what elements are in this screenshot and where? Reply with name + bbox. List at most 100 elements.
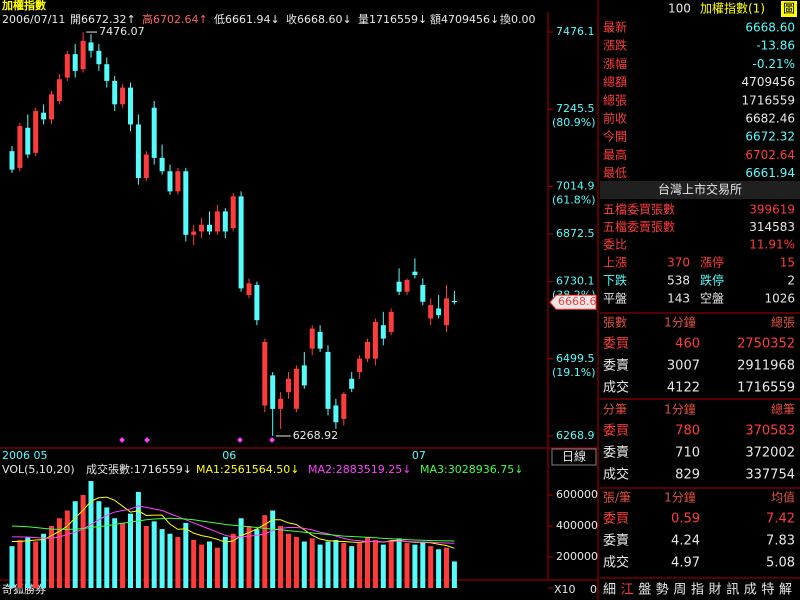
tab[interactable]: 特 bbox=[761, 583, 774, 598]
table-cell: 2750352 bbox=[737, 337, 795, 352]
tab[interactable]: 訊 bbox=[726, 583, 739, 598]
ma-line bbox=[12, 505, 455, 544]
volume-bar bbox=[49, 526, 54, 588]
volume-bar bbox=[341, 543, 347, 588]
quote-value: 1716559 bbox=[742, 93, 795, 107]
candle-body bbox=[128, 87, 133, 125]
candle-body bbox=[72, 54, 78, 71]
tab[interactable]: 細 bbox=[603, 583, 616, 598]
table-cell: 5.08 bbox=[766, 556, 795, 571]
volume-bar bbox=[191, 539, 197, 588]
volume-bar bbox=[380, 544, 386, 588]
volume-bar bbox=[112, 518, 118, 588]
quote-label: 漲幅 bbox=[603, 56, 627, 71]
breadth-cell: 跌停 bbox=[700, 273, 724, 288]
breadth-cell: 538 bbox=[667, 274, 690, 288]
quote-value: 6668.60 bbox=[745, 21, 795, 35]
order-label: 五檔委賣張數 bbox=[603, 219, 675, 234]
volume-bar bbox=[64, 510, 70, 588]
high: 高6702.64↑ bbox=[142, 12, 208, 26]
candle-body bbox=[104, 64, 110, 81]
last-price-box bbox=[549, 294, 597, 310]
period-box bbox=[551, 448, 597, 466]
table-cell: 829 bbox=[675, 468, 700, 483]
chart-title: 加權指數 bbox=[1, 0, 46, 12]
icon[interactable]: 圖 bbox=[783, 2, 795, 16]
quote-value: -13.86 bbox=[756, 39, 795, 53]
tab[interactable]: 勢 bbox=[656, 583, 669, 598]
volume-bar bbox=[293, 536, 299, 588]
volume-bar bbox=[80, 495, 86, 588]
y-tick-note: (80.9%) bbox=[552, 116, 596, 129]
candle-body bbox=[317, 331, 323, 349]
candle-body bbox=[380, 325, 386, 339]
candle-body bbox=[17, 126, 23, 168]
amount: 額4709456↓ bbox=[430, 13, 499, 26]
volume-bar bbox=[365, 536, 370, 588]
volume-bar bbox=[278, 526, 284, 588]
table-cell: 4.24 bbox=[671, 534, 700, 549]
index-name: 加權指數(1) bbox=[700, 1, 765, 16]
quote-label: 最高 bbox=[603, 147, 627, 162]
breadth-cell: 空盤 bbox=[700, 292, 724, 306]
table-cell: 委賣 bbox=[603, 359, 629, 374]
x-tick-label: 07 bbox=[412, 449, 426, 462]
candle-body bbox=[9, 151, 15, 170]
candle-body bbox=[451, 300, 457, 303]
icon-bg[interactable] bbox=[781, 1, 797, 17]
volume-bar bbox=[444, 547, 449, 588]
scale-note: X10 bbox=[554, 583, 576, 596]
table-header: 1分鐘 bbox=[664, 402, 696, 417]
tab[interactable]: 盤 bbox=[638, 583, 651, 598]
candle-body bbox=[120, 87, 126, 105]
table-cell: 委買 bbox=[603, 512, 629, 527]
quote-value: 6702.64 bbox=[745, 148, 795, 162]
order-value: 11.91% bbox=[749, 238, 795, 252]
quote-value: 4709456 bbox=[742, 75, 795, 89]
quote-label: 總額 bbox=[603, 74, 627, 89]
table-header: 總筆 bbox=[771, 402, 795, 417]
quote-value: 6682.46 bbox=[745, 112, 795, 126]
breadth-cell: 下跌 bbox=[603, 273, 627, 288]
volume-bar bbox=[309, 538, 315, 588]
volume-bar bbox=[33, 541, 39, 588]
table-cell: 4.97 bbox=[671, 556, 700, 571]
breadth-cell: 15 bbox=[780, 256, 795, 270]
legend-entry: MA1:2561564.50↓ bbox=[196, 463, 299, 476]
candle-body bbox=[444, 298, 449, 326]
table-header: 1分鐘 bbox=[664, 315, 696, 330]
quote-value: 6661.94 bbox=[745, 166, 795, 180]
candle-body bbox=[41, 112, 47, 120]
candle-body bbox=[254, 285, 260, 321]
volume-bar bbox=[135, 491, 141, 588]
table-cell: 780 bbox=[675, 424, 700, 439]
x-tick-label: 06 bbox=[222, 449, 236, 462]
event-markers bbox=[119, 437, 275, 443]
tab[interactable]: 成 bbox=[744, 583, 757, 598]
turnover: 換0.00 bbox=[500, 13, 536, 26]
table-cell: 3007 bbox=[667, 359, 700, 374]
table-header: 總張 bbox=[771, 315, 795, 330]
tab[interactable]: 周 bbox=[673, 583, 686, 598]
volume-bar bbox=[159, 529, 165, 588]
candle-body bbox=[207, 224, 212, 232]
table-header: 均值 bbox=[771, 490, 795, 505]
volume-bar bbox=[183, 522, 189, 588]
quote-label: 漲跌 bbox=[603, 38, 627, 53]
quote-value: 6672.32 bbox=[745, 130, 795, 144]
y-tick-label: 6872.5 bbox=[556, 227, 595, 240]
breadth-cell: 平盤 bbox=[603, 292, 627, 306]
tab[interactable]: 江 bbox=[621, 583, 634, 598]
quote-label: 最新 bbox=[603, 20, 627, 35]
tab[interactable]: 解 bbox=[779, 583, 792, 598]
candle-body bbox=[341, 393, 347, 419]
candle-body bbox=[222, 211, 228, 232]
tab[interactable]: 指 bbox=[691, 583, 704, 598]
volume-bar bbox=[9, 546, 15, 588]
candle-body bbox=[167, 171, 173, 192]
volume-bar bbox=[238, 518, 244, 588]
table-header: 張/筆 bbox=[603, 491, 631, 505]
table-cell: 2911968 bbox=[737, 359, 795, 374]
tab[interactable]: 財 bbox=[709, 583, 722, 598]
y-tick-label: 7476.1 bbox=[556, 25, 595, 38]
